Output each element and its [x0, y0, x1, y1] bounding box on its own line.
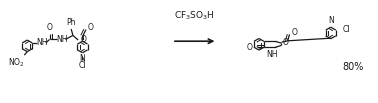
Text: O: O — [283, 38, 289, 47]
Text: 80%: 80% — [343, 62, 364, 72]
Text: Cl: Cl — [79, 61, 86, 70]
Text: O: O — [46, 23, 53, 32]
Text: N: N — [80, 54, 85, 63]
Text: Ph: Ph — [67, 18, 76, 27]
Text: O: O — [291, 29, 297, 37]
Text: CF$_3$SO$_3$H: CF$_3$SO$_3$H — [174, 9, 215, 22]
Text: N: N — [328, 16, 334, 25]
Text: NH: NH — [266, 50, 277, 59]
Text: O: O — [246, 43, 253, 52]
Text: O: O — [88, 23, 94, 32]
Text: NH: NH — [56, 35, 67, 44]
Text: O: O — [81, 35, 87, 44]
Text: Cl: Cl — [342, 25, 350, 34]
Text: NO$_2$: NO$_2$ — [8, 56, 24, 69]
Text: NH: NH — [37, 38, 48, 47]
